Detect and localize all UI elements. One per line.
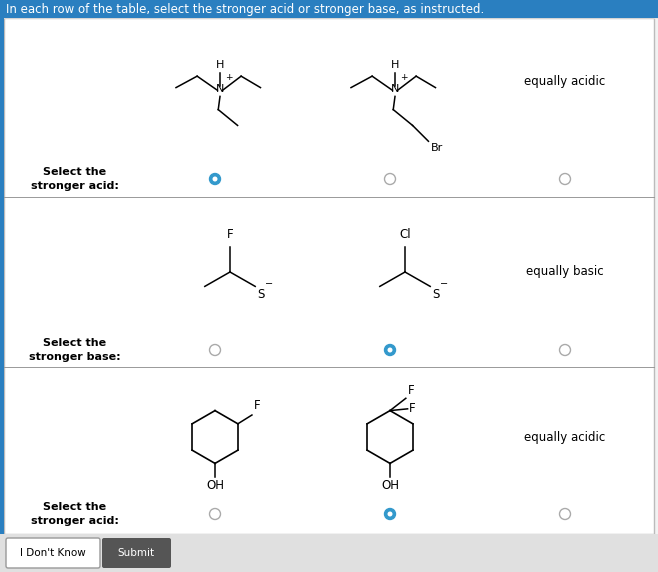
FancyBboxPatch shape <box>4 18 654 534</box>
Text: Submit: Submit <box>117 548 155 558</box>
Circle shape <box>209 344 220 356</box>
Circle shape <box>388 348 393 352</box>
Text: In each row of the table, select the stronger acid or stronger base, as instruct: In each row of the table, select the str… <box>6 2 484 15</box>
Text: Select the
stronger base:: Select the stronger base: <box>29 339 121 362</box>
Text: OH: OH <box>381 479 399 492</box>
Text: F: F <box>407 383 415 396</box>
Text: F: F <box>227 228 234 241</box>
Circle shape <box>209 173 220 185</box>
Circle shape <box>559 509 570 519</box>
Text: equally acidic: equally acidic <box>524 431 605 443</box>
Circle shape <box>213 177 218 181</box>
Text: S: S <box>257 288 265 301</box>
Text: F: F <box>254 399 261 412</box>
Text: N: N <box>391 84 399 94</box>
Text: Cl: Cl <box>399 228 411 241</box>
Text: equally acidic: equally acidic <box>524 76 605 89</box>
Text: Br: Br <box>431 143 443 153</box>
Circle shape <box>384 509 395 519</box>
Text: equally basic: equally basic <box>526 265 604 279</box>
Text: F: F <box>409 402 416 415</box>
Text: Select the
stronger acid:: Select the stronger acid: <box>31 168 119 190</box>
Circle shape <box>384 344 395 356</box>
FancyBboxPatch shape <box>6 538 100 568</box>
Circle shape <box>388 511 393 517</box>
Text: S: S <box>432 288 440 301</box>
FancyBboxPatch shape <box>0 0 658 18</box>
Text: N: N <box>216 84 224 94</box>
Text: −: − <box>440 279 448 289</box>
Text: H: H <box>391 60 399 70</box>
Text: OH: OH <box>206 479 224 492</box>
Circle shape <box>559 344 570 356</box>
Text: I Don't Know: I Don't Know <box>20 548 86 558</box>
FancyBboxPatch shape <box>0 534 658 572</box>
Circle shape <box>209 509 220 519</box>
Text: +: + <box>400 73 408 82</box>
Text: H: H <box>216 60 224 70</box>
Circle shape <box>384 173 395 185</box>
Text: −: − <box>265 279 273 289</box>
Text: +: + <box>225 73 233 82</box>
FancyBboxPatch shape <box>0 18 4 534</box>
Text: Select the
stronger acid:: Select the stronger acid: <box>31 502 119 526</box>
Circle shape <box>559 173 570 185</box>
FancyBboxPatch shape <box>102 538 171 568</box>
